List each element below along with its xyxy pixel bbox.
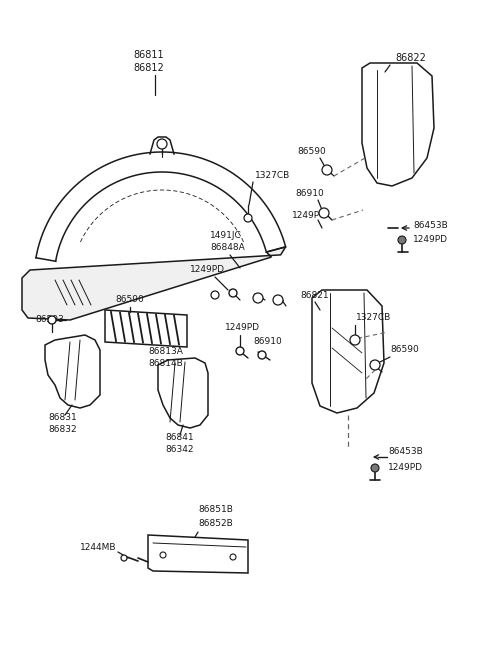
Text: 86593: 86593 xyxy=(35,315,64,325)
Text: 86822: 86822 xyxy=(395,53,426,63)
Text: 86841: 86841 xyxy=(165,434,193,443)
Circle shape xyxy=(121,555,127,561)
Circle shape xyxy=(236,347,244,355)
Polygon shape xyxy=(148,535,248,573)
Text: 86590: 86590 xyxy=(115,296,144,304)
Text: 86342: 86342 xyxy=(165,445,193,455)
Text: 86813A: 86813A xyxy=(148,348,183,357)
Circle shape xyxy=(230,554,236,560)
Circle shape xyxy=(273,295,283,305)
Text: 1249PD: 1249PD xyxy=(225,323,260,332)
Text: 86832: 86832 xyxy=(48,426,77,434)
Text: 86590: 86590 xyxy=(390,346,419,355)
Circle shape xyxy=(229,289,237,297)
Text: 86453B: 86453B xyxy=(388,447,423,457)
Circle shape xyxy=(350,335,360,345)
Text: 1249PD: 1249PD xyxy=(190,265,225,275)
Circle shape xyxy=(258,351,266,359)
Text: 1327CB: 1327CB xyxy=(255,171,290,179)
Polygon shape xyxy=(312,290,384,413)
Text: 1244MB: 1244MB xyxy=(80,543,117,551)
Text: 86814B: 86814B xyxy=(148,359,183,369)
Polygon shape xyxy=(45,335,100,408)
Text: 1249PD: 1249PD xyxy=(388,463,423,472)
Circle shape xyxy=(157,139,167,149)
Polygon shape xyxy=(22,247,286,320)
Text: 86851B: 86851B xyxy=(198,505,233,514)
Text: 86910: 86910 xyxy=(253,338,282,346)
Circle shape xyxy=(398,236,406,244)
Text: 86852B: 86852B xyxy=(198,518,233,528)
Text: 1249PC: 1249PC xyxy=(292,210,326,219)
Text: 86453B: 86453B xyxy=(413,221,448,229)
Circle shape xyxy=(370,360,380,370)
Circle shape xyxy=(48,316,56,324)
Text: 1249PD: 1249PD xyxy=(413,235,448,244)
Circle shape xyxy=(160,552,166,558)
Circle shape xyxy=(253,293,263,303)
Text: 1327CB: 1327CB xyxy=(356,313,391,323)
Circle shape xyxy=(322,165,332,175)
Polygon shape xyxy=(105,310,187,347)
Text: 86848A: 86848A xyxy=(210,244,245,252)
Text: 86821: 86821 xyxy=(300,290,329,300)
Circle shape xyxy=(319,208,329,218)
Circle shape xyxy=(371,464,379,472)
Text: 86590: 86590 xyxy=(297,148,326,156)
Polygon shape xyxy=(158,358,208,428)
Text: 86910: 86910 xyxy=(295,189,324,198)
Polygon shape xyxy=(362,63,434,186)
Circle shape xyxy=(211,291,219,299)
Circle shape xyxy=(244,214,252,222)
Text: 86812: 86812 xyxy=(133,63,164,73)
Text: 86811: 86811 xyxy=(133,50,164,60)
Text: 86831: 86831 xyxy=(48,413,77,422)
Text: 1491JC: 1491JC xyxy=(210,231,242,240)
